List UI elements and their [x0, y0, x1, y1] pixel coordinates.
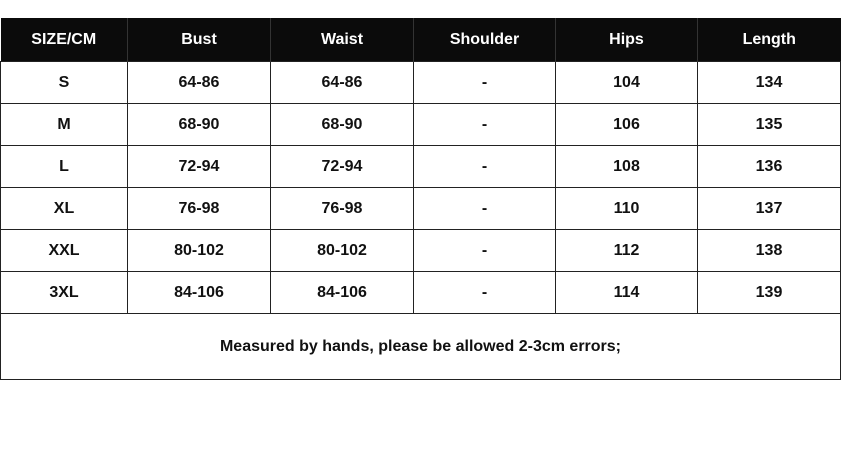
- table-row: 3XL 84-106 84-106-114 139: [0, 271, 841, 314]
- header-length: Length: [697, 18, 841, 62]
- cell-shoulder: -: [413, 61, 556, 104]
- cell-size: XXL: [0, 229, 128, 272]
- header-row: SIZE/CM Bust Waist Shoulder Hips Length: [0, 18, 841, 62]
- cell-waist: 64-86: [270, 61, 414, 104]
- cell-bust: 72-94: [127, 145, 271, 188]
- cell-length: 134: [697, 61, 841, 104]
- header-bust: Bust: [127, 18, 271, 62]
- cell-hips: 104: [555, 61, 698, 104]
- table-row: XXL 80-102 80-102-112 138: [0, 229, 841, 272]
- cell-size: M: [0, 103, 128, 146]
- cell-bust: 64-86: [127, 61, 271, 104]
- cell-hips: 110: [555, 187, 698, 230]
- cell-waist: 84-106: [270, 271, 414, 314]
- cell-hips: 114: [555, 271, 698, 314]
- cell-size: S: [0, 61, 128, 104]
- header-hips: Hips: [555, 18, 698, 62]
- table-row: XL 76-98 76-98-110 137: [0, 187, 841, 230]
- cell-bust: 84-106: [127, 271, 271, 314]
- cell-size: 3XL: [0, 271, 128, 314]
- cell-shoulder: -: [413, 145, 556, 188]
- cell-bust: 68-90: [127, 103, 271, 146]
- cell-size: XL: [0, 187, 128, 230]
- cell-bust: 80-102: [127, 229, 271, 272]
- cell-bust: 76-98: [127, 187, 271, 230]
- cell-hips: 106: [555, 103, 698, 146]
- cell-length: 135: [697, 103, 841, 146]
- cell-shoulder: -: [413, 229, 556, 272]
- cell-size: L: [0, 145, 128, 188]
- cell-shoulder: -: [413, 271, 556, 314]
- table-row: L 72-94 72-94-108 136: [0, 145, 841, 188]
- header-size: SIZE/CM: [0, 18, 128, 62]
- cell-length: 138: [697, 229, 841, 272]
- cell-waist: 72-94: [270, 145, 414, 188]
- cell-waist: 80-102: [270, 229, 414, 272]
- cell-length: 139: [697, 271, 841, 314]
- size-chart-table: SIZE/CM Bust Waist Shoulder Hips Length …: [0, 18, 841, 380]
- table-row: S 64-86 64-86-104 134: [0, 61, 841, 104]
- cell-shoulder: -: [413, 103, 556, 146]
- cell-hips: 112: [555, 229, 698, 272]
- measurement-note: Measured by hands, please be allowed 2-3…: [0, 313, 841, 380]
- cell-waist: 68-90: [270, 103, 414, 146]
- cell-hips: 108: [555, 145, 698, 188]
- header-shoulder: Shoulder: [413, 18, 556, 62]
- note-row: Measured by hands, please be allowed 2-3…: [0, 313, 841, 380]
- table-row: M 68-90 68-90-106 135: [0, 103, 841, 146]
- cell-shoulder: -: [413, 187, 556, 230]
- cell-length: 136: [697, 145, 841, 188]
- header-waist: Waist: [270, 18, 414, 62]
- cell-length: 137: [697, 187, 841, 230]
- cell-waist: 76-98: [270, 187, 414, 230]
